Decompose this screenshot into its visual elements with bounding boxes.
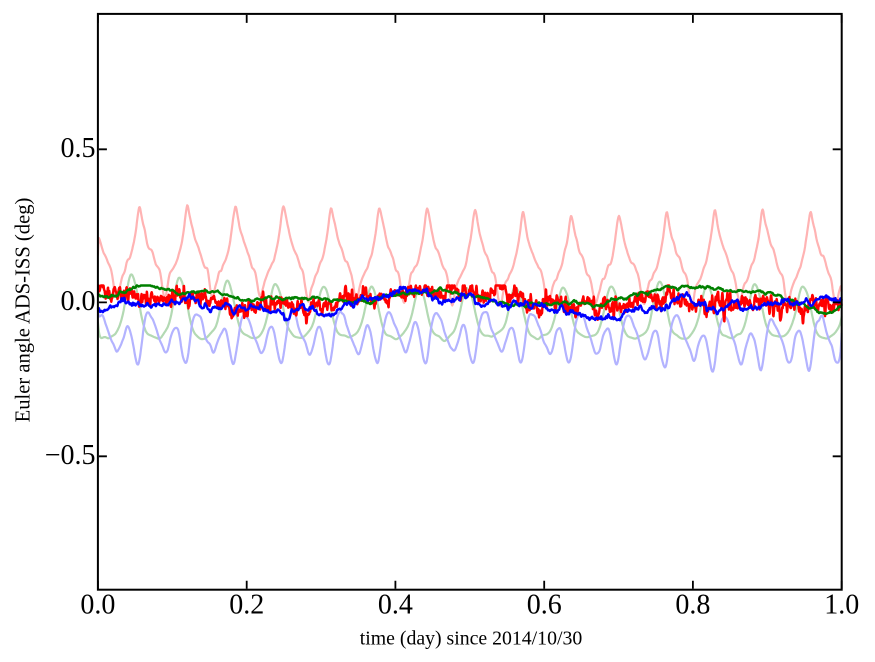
svg-text:time (day) since 2014/10/30: time (day) since 2014/10/30 [360, 628, 583, 650]
svg-text:0.0: 0.0 [61, 286, 96, 317]
svg-text:0.2: 0.2 [229, 590, 264, 621]
svg-text:0.5: 0.5 [61, 133, 96, 164]
svg-text:0.0: 0.0 [80, 590, 115, 621]
svg-text:Euler angle ADS-ISS (deg): Euler angle ADS-ISS (deg) [13, 198, 35, 423]
svg-text:0.8: 0.8 [675, 590, 710, 621]
svg-text:0.4: 0.4 [378, 590, 413, 621]
svg-text:−0.5: −0.5 [45, 440, 96, 471]
svg-text:0.6: 0.6 [527, 590, 562, 621]
svg-text:1.0: 1.0 [824, 590, 859, 621]
